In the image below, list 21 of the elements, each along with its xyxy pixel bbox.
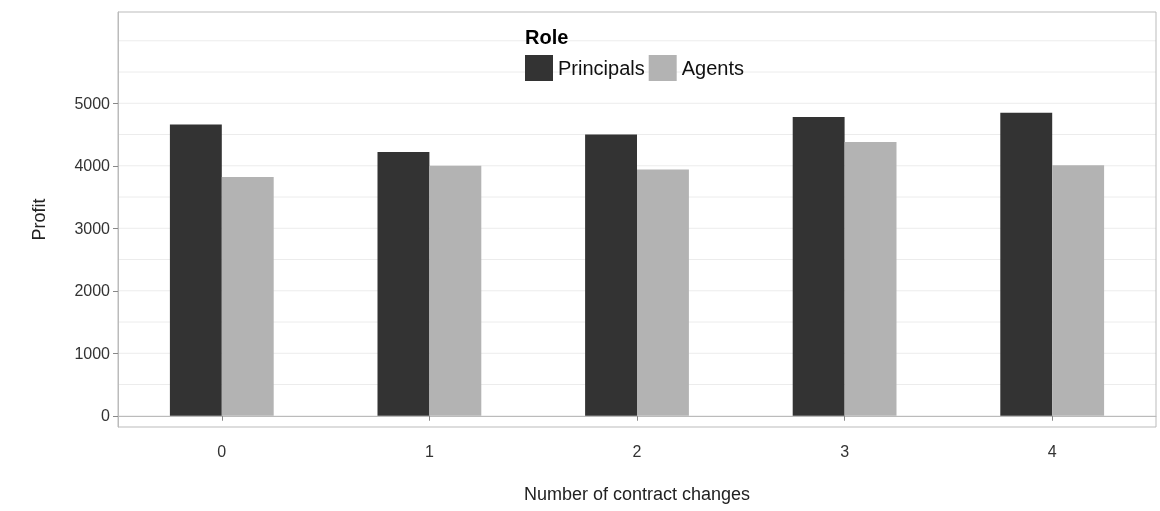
y-tick-label: 5000 [74,94,111,112]
bar [1000,112,1053,416]
y-axis-title: Profit [29,198,49,241]
bar [585,134,637,416]
bar [792,117,845,416]
x-tick-label: 1 [424,442,434,460]
y-tick-label: 1000 [74,344,111,362]
y-tick-label: 3000 [74,219,111,237]
y-tick-label: 0 [101,407,111,425]
legend-label: Agents [681,57,744,79]
bar [169,124,222,416]
bar [377,152,430,416]
y-tick-label: 2000 [74,282,111,300]
x-tick-label: 4 [1047,442,1057,460]
legend-label: Principals [558,57,645,79]
x-tick-label: 3 [840,442,850,460]
legend-title: Role [525,26,569,48]
y-tick-label: 4000 [74,157,111,175]
x-tick-label: 2 [632,442,642,460]
x-axis-title: Number of contract changes [523,484,751,504]
x-tick-label: 0 [217,442,227,460]
